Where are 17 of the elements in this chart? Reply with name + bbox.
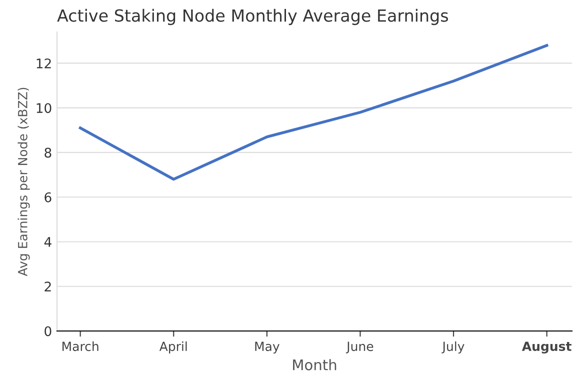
y-tick-label: 0 bbox=[44, 326, 52, 336]
x-axis-title: Month bbox=[293, 359, 336, 370]
y-tick-label: 2 bbox=[44, 282, 51, 292]
y-tick-label: 12 bbox=[36, 58, 51, 68]
line-series bbox=[78, 44, 548, 181]
y-axis-title: Avg Earnings per Node (xBZZ) bbox=[18, 88, 30, 276]
y-tick-label: 4 bbox=[44, 237, 52, 247]
x-tick-label: March bbox=[62, 341, 98, 352]
x-tick-label: May bbox=[255, 342, 280, 354]
x-tick-label: July bbox=[442, 341, 464, 354]
y-tick-label: 8 bbox=[44, 148, 52, 158]
y-tick-label: 10 bbox=[36, 103, 52, 114]
x-tick-label: April bbox=[159, 341, 187, 354]
x-tick-label: August bbox=[522, 342, 572, 354]
chart-title: Active Staking Node Monthly Average Earnings bbox=[57, 8, 448, 26]
y-tick-label: 6 bbox=[44, 192, 52, 202]
x-tick-label: June bbox=[346, 342, 374, 354]
